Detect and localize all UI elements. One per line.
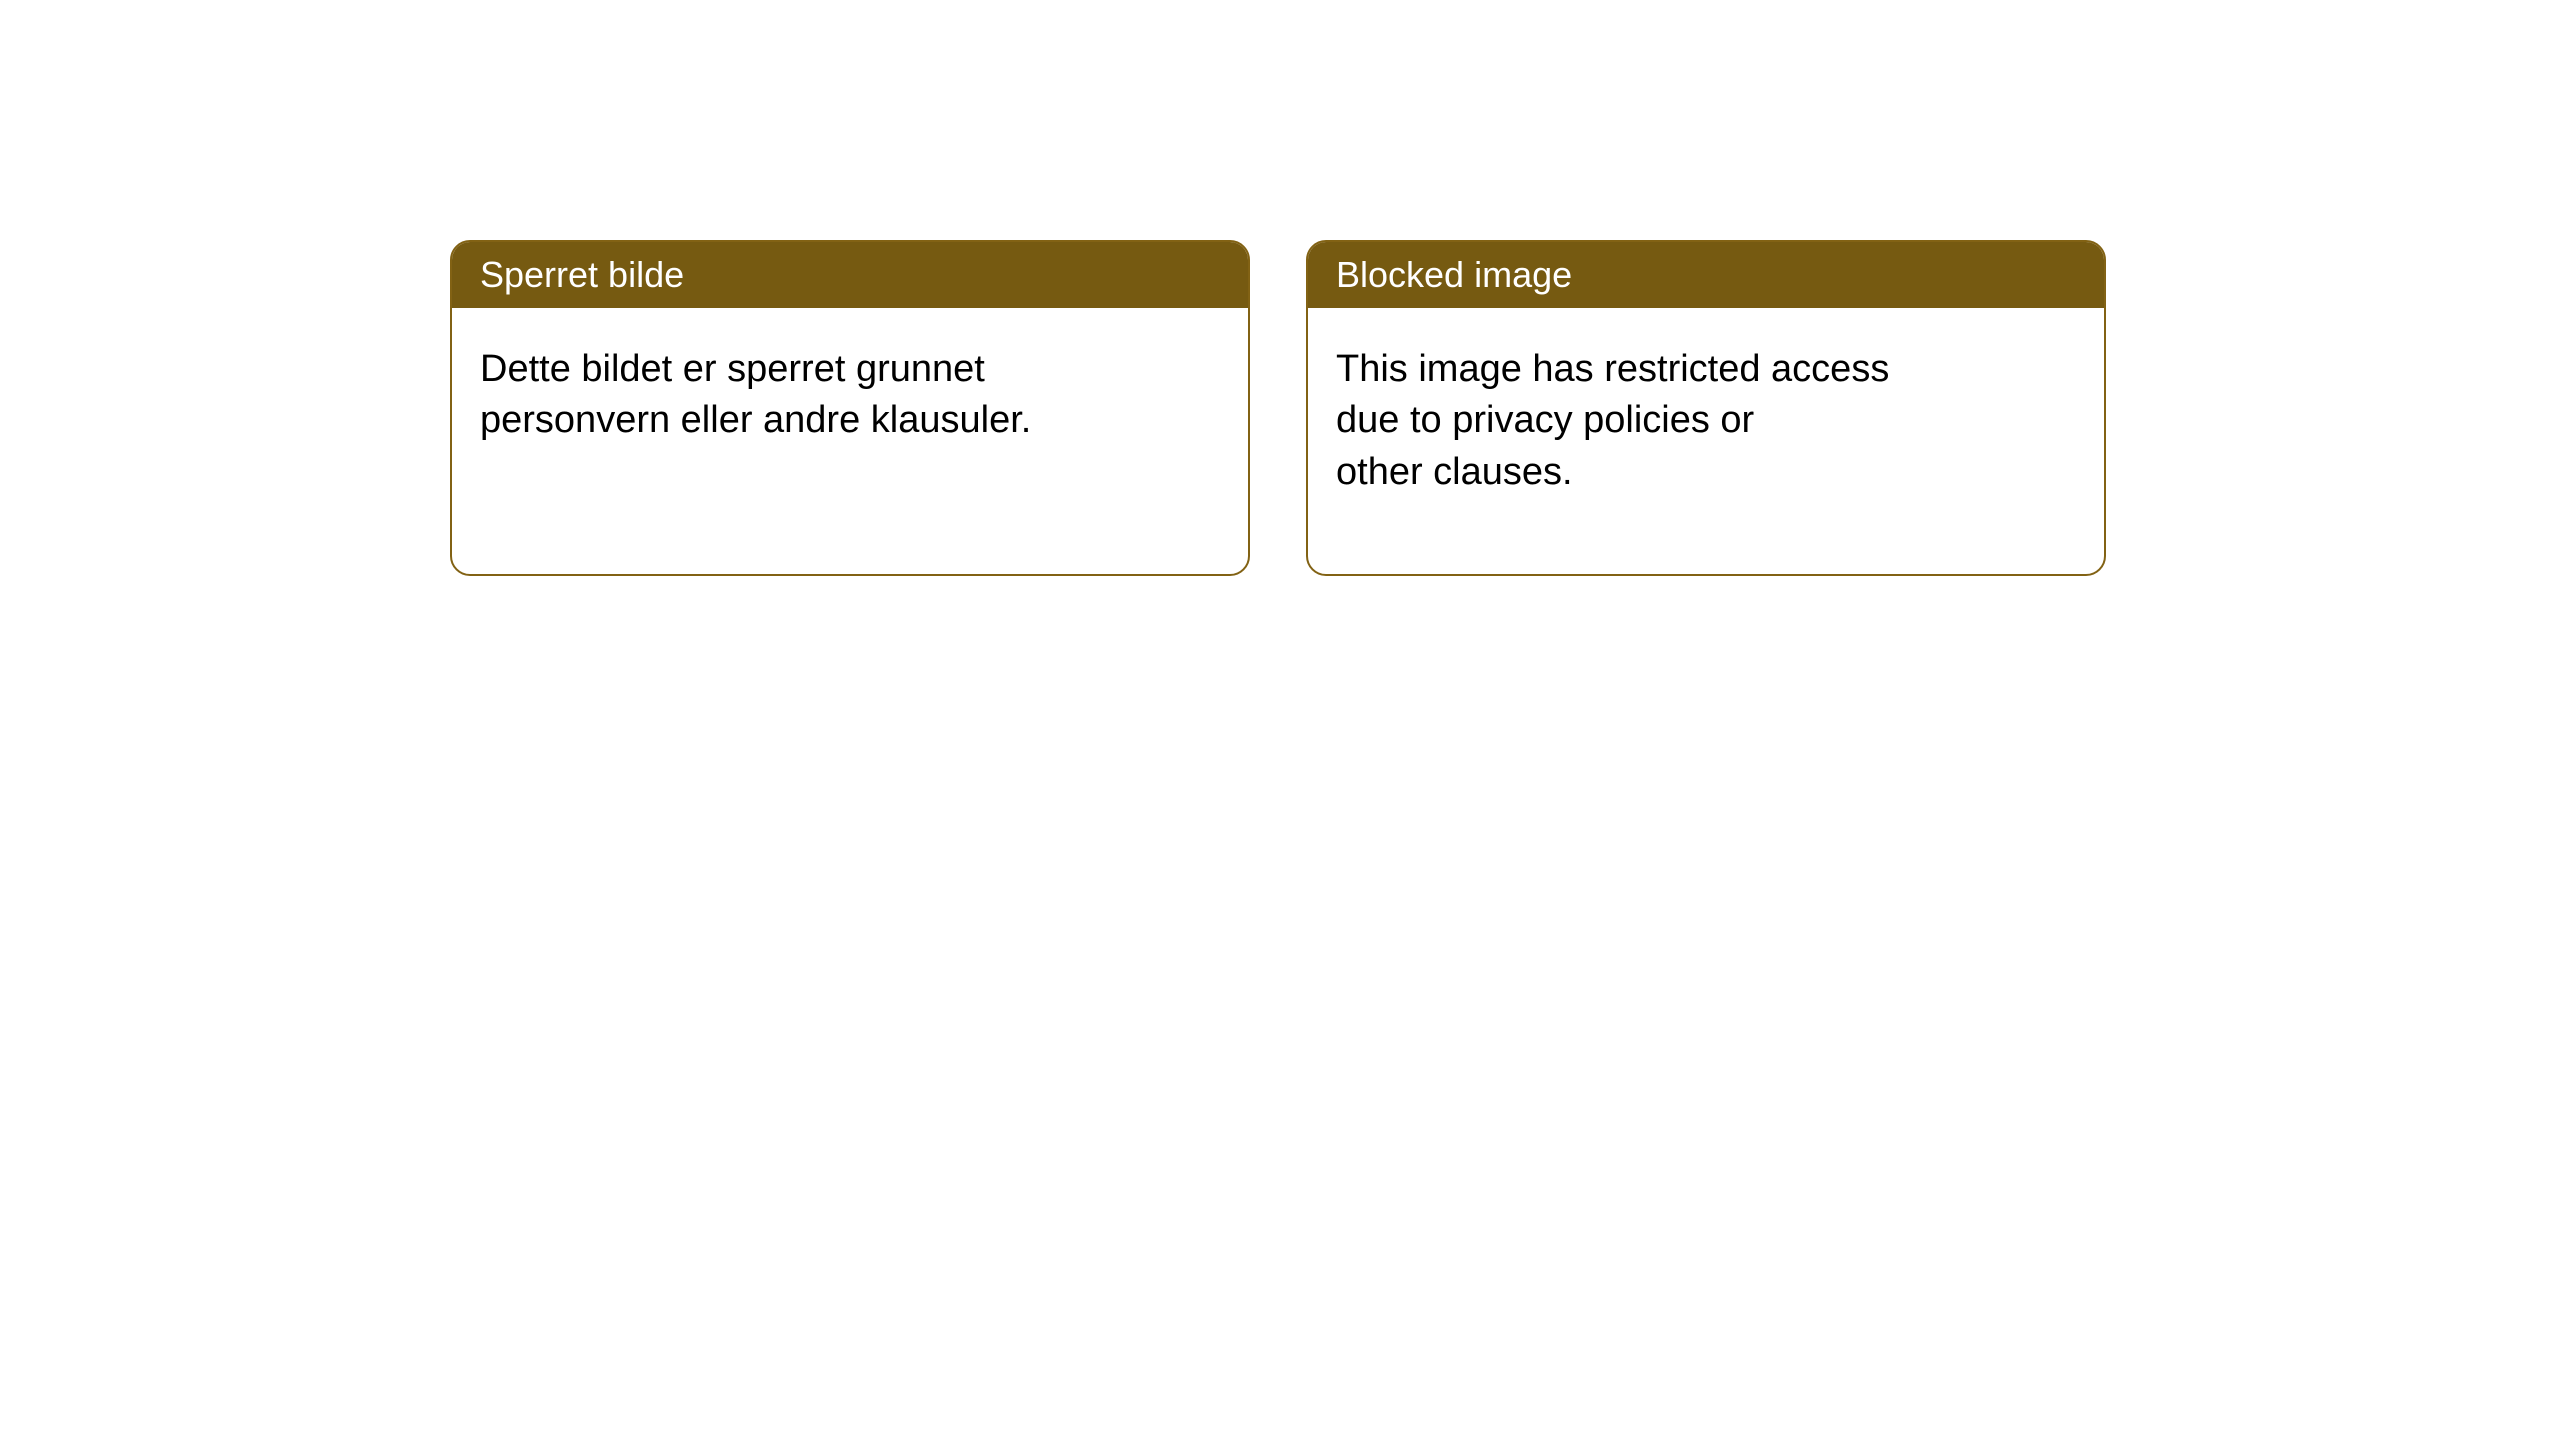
- notice-box-norwegian: Sperret bilde Dette bildet er sperret gr…: [450, 240, 1250, 576]
- notice-body-english: This image has restricted access due to …: [1308, 308, 1988, 534]
- notice-title-norwegian: Sperret bilde: [452, 242, 1248, 308]
- notice-body-norwegian: Dette bildet er sperret grunnet personve…: [452, 308, 1132, 483]
- notices-container: Sperret bilde Dette bildet er sperret gr…: [0, 0, 2560, 576]
- notice-title-english: Blocked image: [1308, 242, 2104, 308]
- notice-box-english: Blocked image This image has restricted …: [1306, 240, 2106, 576]
